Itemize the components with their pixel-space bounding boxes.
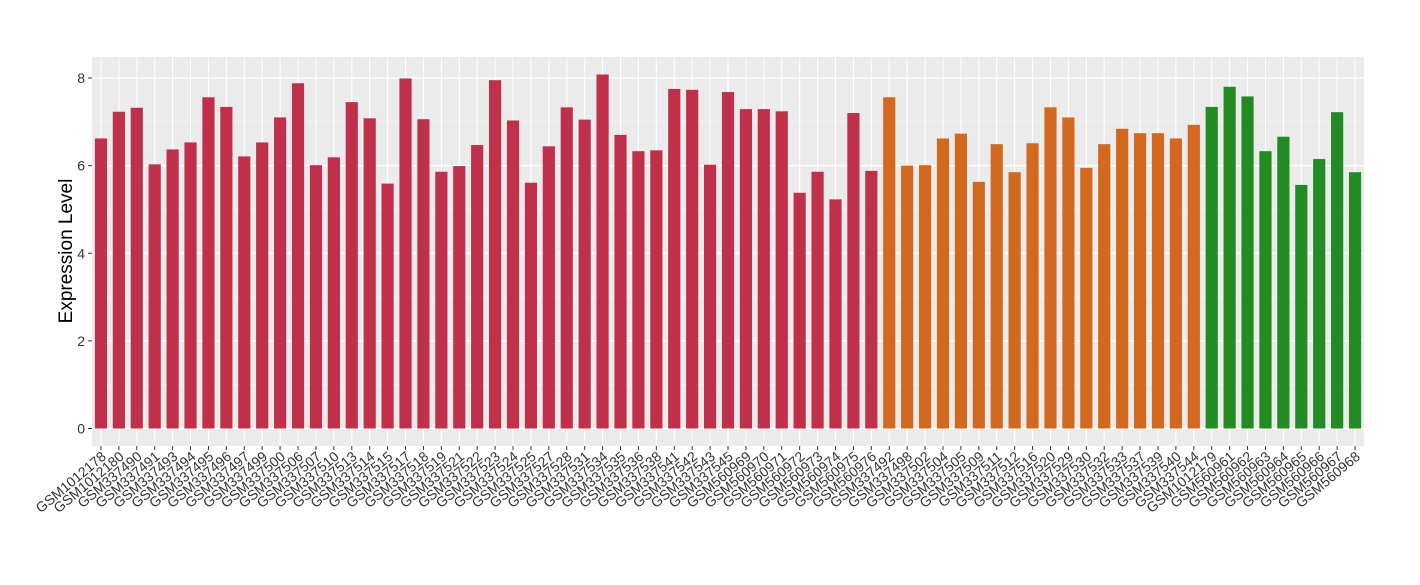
y-tick-label: 4 [77, 245, 85, 261]
bar-GSM337521 [453, 166, 466, 429]
bar-GSM337523 [489, 80, 502, 429]
bar-GSM337518 [417, 119, 430, 429]
bar-GSM337509 [972, 181, 985, 429]
bar-GSM337494 [184, 142, 197, 429]
bar-GSM337506 [291, 83, 305, 429]
bar-GSM337499 [256, 142, 269, 429]
y-tick-label: 6 [77, 158, 85, 174]
bar-GSM560971 [775, 111, 788, 429]
bar-GSM337535 [614, 134, 627, 429]
bar-GSM337502 [918, 165, 932, 429]
x-axis: GSM1012178GSM1012180GSM337490GSM337491GS… [32, 446, 1363, 516]
bar-GSM560976 [865, 170, 878, 429]
bar-GSM337493 [166, 149, 179, 429]
bar-GSM337510 [327, 157, 340, 429]
bar-GSM337528 [560, 107, 573, 429]
y-tick-label: 2 [77, 333, 85, 349]
bar-GSM337533 [1116, 128, 1129, 429]
bar-GSM337545 [721, 92, 735, 429]
bar-GSM560973 [811, 171, 824, 429]
bar-GSM560966 [1313, 159, 1326, 429]
y-axis: 0 2 4 6 8 [77, 70, 92, 437]
bar-GSM337514 [363, 118, 376, 429]
bar-GSM337511 [990, 144, 1003, 429]
bar-GSM337500 [274, 117, 287, 429]
bar-GSM560963 [1259, 151, 1272, 429]
bar-GSM337541 [668, 88, 681, 429]
bar-GSM1012179 [1205, 106, 1218, 429]
bar-GSM337524 [506, 120, 520, 429]
bar-GSM337542 [686, 89, 699, 429]
bar-GSM337495 [202, 97, 215, 429]
bar-GSM337527 [542, 146, 555, 429]
bar-GSM560968 [1348, 172, 1362, 429]
y-tick-label: 8 [77, 70, 85, 86]
bar-GSM337513 [345, 102, 358, 429]
bar-GSM560962 [1241, 96, 1254, 429]
y-tick-label: 0 [77, 421, 85, 437]
bar-GSM1012180 [112, 111, 125, 429]
bar-GSM560972 [793, 192, 806, 429]
bar-GSM337539 [1151, 133, 1165, 429]
bar-GSM337505 [954, 133, 967, 429]
bar-GSM560974 [829, 199, 842, 429]
bar-GSM337504 [936, 138, 950, 429]
bar-GSM337537 [1133, 133, 1147, 429]
bar-GSM560975 [847, 113, 860, 429]
y-axis-label: Expression Level [56, 179, 77, 324]
bar-GSM337536 [632, 151, 645, 429]
bar-GSM337520 [1044, 107, 1057, 429]
bar-GSM337532 [1098, 144, 1111, 429]
bar-GSM337497 [238, 156, 251, 429]
bar-GSM337540 [1169, 138, 1182, 429]
bar-GSM560961 [1223, 86, 1236, 429]
bar-GSM337516 [1026, 143, 1039, 429]
bar-GSM337544 [1187, 124, 1200, 429]
bar-GSM337515 [381, 183, 394, 429]
bar-GSM337492 [883, 97, 896, 429]
bar-GSM337529 [1062, 117, 1075, 429]
bar-GSM560970 [757, 109, 770, 429]
bar-GSM337496 [220, 106, 233, 429]
bar-GSM1012178 [94, 138, 108, 429]
bar-GSM337507 [309, 165, 323, 429]
bar-GSM337531 [578, 119, 591, 429]
bar-GSM560964 [1277, 136, 1290, 429]
bar-GSM337534 [596, 74, 609, 429]
bar-GSM337498 [901, 165, 914, 429]
bar-GSM560967 [1331, 112, 1344, 429]
bar-GSM337538 [650, 150, 663, 429]
bar-GSM337530 [1080, 167, 1093, 429]
bar-GSM337517 [399, 78, 412, 429]
bar-GSM337543 [703, 164, 717, 429]
bars [94, 74, 1362, 429]
bar-GSM560965 [1295, 184, 1308, 429]
bar-GSM337491 [148, 164, 161, 429]
bar-GSM337522 [471, 145, 484, 429]
bar-GSM337490 [130, 107, 143, 429]
bar-GSM337512 [1008, 172, 1021, 429]
bar-GSM337525 [524, 182, 538, 429]
bar-GSM560969 [739, 109, 753, 429]
bar-GSM337519 [435, 171, 448, 429]
